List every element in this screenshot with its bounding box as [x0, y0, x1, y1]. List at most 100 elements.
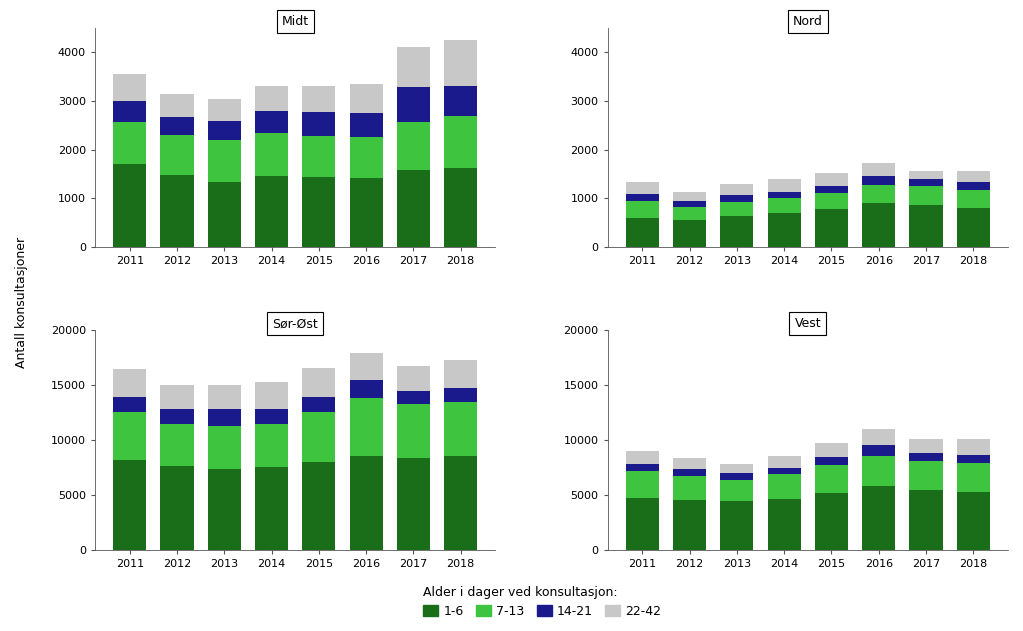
- Bar: [350, 177, 383, 247]
- Bar: [767, 456, 801, 468]
- Bar: [957, 172, 990, 182]
- Bar: [720, 464, 753, 473]
- Bar: [444, 456, 477, 550]
- Bar: [767, 474, 801, 498]
- Bar: [444, 168, 477, 247]
- Bar: [444, 402, 477, 456]
- Bar: [815, 493, 848, 550]
- Bar: [350, 113, 383, 137]
- Title: Sør-Øst: Sør-Øst: [272, 317, 318, 331]
- Bar: [673, 201, 706, 207]
- Bar: [815, 443, 848, 457]
- Bar: [208, 427, 240, 469]
- Bar: [444, 388, 477, 402]
- Bar: [350, 380, 383, 398]
- Bar: [862, 429, 895, 445]
- Bar: [862, 185, 895, 203]
- Bar: [673, 469, 706, 476]
- Bar: [114, 398, 146, 411]
- Bar: [161, 117, 193, 135]
- Bar: [767, 468, 801, 474]
- Bar: [114, 101, 146, 122]
- Bar: [815, 193, 848, 209]
- Bar: [909, 171, 942, 179]
- Bar: [208, 469, 240, 550]
- Bar: [350, 353, 383, 380]
- Bar: [673, 500, 706, 550]
- Bar: [673, 220, 706, 247]
- Bar: [161, 385, 193, 409]
- Bar: [957, 463, 990, 492]
- Bar: [720, 480, 753, 502]
- Title: Midt: Midt: [281, 15, 309, 28]
- Bar: [673, 476, 706, 500]
- Bar: [626, 218, 659, 247]
- Bar: [815, 464, 848, 493]
- Bar: [397, 457, 430, 550]
- Bar: [909, 453, 942, 461]
- Bar: [720, 473, 753, 480]
- Bar: [255, 133, 288, 175]
- Bar: [397, 366, 430, 391]
- Bar: [397, 170, 430, 247]
- Bar: [957, 190, 990, 208]
- Bar: [161, 175, 193, 247]
- Bar: [673, 192, 706, 201]
- Title: Nord: Nord: [793, 15, 822, 28]
- Bar: [255, 423, 288, 467]
- Bar: [767, 198, 801, 213]
- Bar: [815, 186, 848, 193]
- Bar: [444, 40, 477, 86]
- Bar: [302, 412, 336, 462]
- Bar: [909, 461, 942, 490]
- Bar: [397, 88, 430, 122]
- Legend: 1-6, 7-13, 14-21, 22-42: 1-6, 7-13, 14-21, 22-42: [419, 582, 665, 622]
- Bar: [720, 184, 753, 195]
- Bar: [909, 490, 942, 550]
- Bar: [909, 186, 942, 205]
- Bar: [909, 439, 942, 453]
- Bar: [350, 456, 383, 550]
- Bar: [208, 409, 240, 427]
- Bar: [720, 502, 753, 550]
- Bar: [302, 397, 336, 412]
- Bar: [909, 205, 942, 247]
- Bar: [161, 135, 193, 175]
- Bar: [114, 165, 146, 247]
- Bar: [397, 122, 430, 170]
- Bar: [114, 122, 146, 165]
- Bar: [673, 207, 706, 220]
- Bar: [397, 404, 430, 457]
- Bar: [626, 451, 659, 464]
- Bar: [862, 203, 895, 247]
- Bar: [862, 176, 895, 185]
- Bar: [114, 74, 146, 101]
- Bar: [302, 462, 336, 550]
- Bar: [862, 456, 895, 486]
- Bar: [767, 179, 801, 192]
- Bar: [767, 213, 801, 247]
- Bar: [302, 112, 336, 136]
- Bar: [626, 194, 659, 201]
- Bar: [255, 409, 288, 423]
- Text: Antall konsultasjoner: Antall konsultasjoner: [15, 237, 29, 369]
- Bar: [862, 163, 895, 176]
- Bar: [161, 94, 193, 117]
- Bar: [302, 369, 336, 397]
- Bar: [767, 192, 801, 198]
- Bar: [302, 177, 336, 247]
- Bar: [161, 466, 193, 550]
- Bar: [255, 467, 288, 550]
- Bar: [626, 201, 659, 218]
- Bar: [444, 115, 477, 168]
- Bar: [815, 173, 848, 186]
- Bar: [862, 486, 895, 550]
- Bar: [302, 136, 336, 177]
- Bar: [815, 457, 848, 464]
- Bar: [208, 386, 240, 409]
- Bar: [957, 455, 990, 463]
- Bar: [957, 182, 990, 190]
- Bar: [208, 140, 240, 182]
- Bar: [255, 175, 288, 247]
- Bar: [862, 445, 895, 456]
